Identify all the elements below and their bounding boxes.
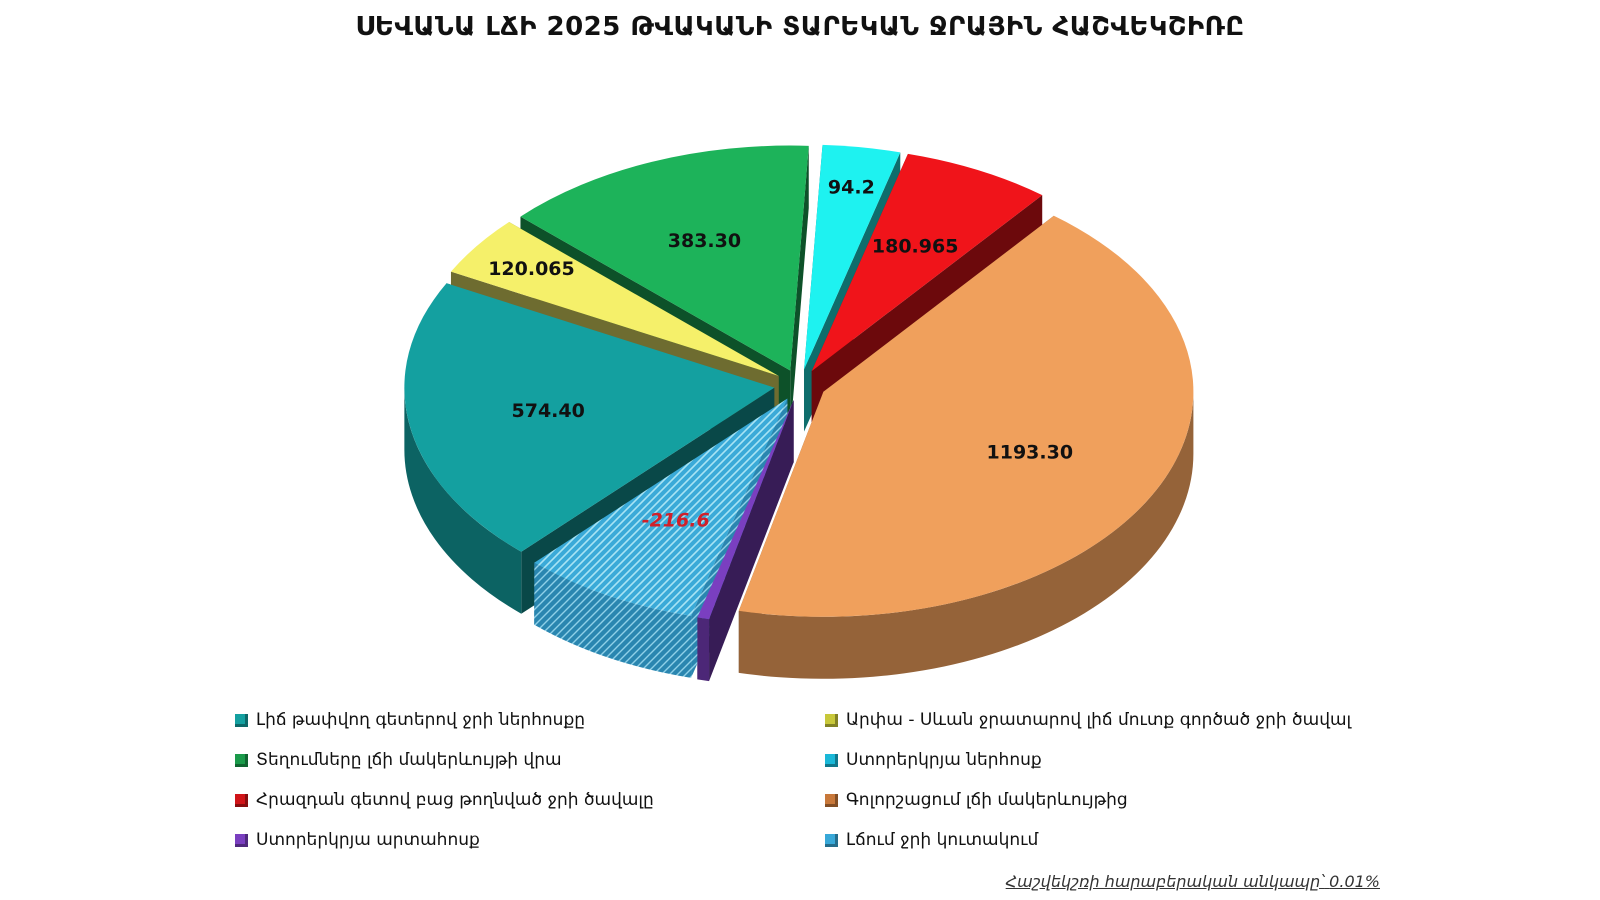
pie-slice (404, 283, 775, 552)
pie-slice-wall (790, 145, 809, 433)
legend-swatch (235, 793, 248, 807)
legend-swatch (825, 833, 838, 847)
pie-slice (534, 398, 788, 616)
pie-slice-side (697, 617, 710, 682)
balance-error-note: Հաշվեկշռի հարաբերական անկապը՝ 0.01% (1006, 872, 1380, 891)
pie-slice-label: 120.065 (488, 258, 575, 280)
chart-title: ՍԵՎԱՆԱ ԼՃԻ 2025 ԹՎԱԿԱՆԻ ՏԱՐԵԿԱՆ ՋՐԱՅԻՆ Հ… (355, 12, 1245, 42)
legend-label: Գոլորշացում լճի մակերևույթից (846, 790, 1128, 810)
legend-item: Լիճ թափվող գետերով ջրի ներհոսքը (235, 708, 825, 732)
pie-slice-label: 14.4 (680, 699, 727, 700)
legend-item: Գոլորշացում լճի մակերևույթից (825, 788, 1415, 812)
pie-slice-label: -216.6 (642, 509, 710, 531)
pie-slice (450, 221, 779, 376)
note-value: 0.01% (1329, 872, 1380, 891)
legend-swatch (235, 833, 248, 847)
pie-slice (738, 215, 1194, 617)
pie-slice (520, 145, 809, 371)
pie-slice-side (534, 562, 692, 678)
legend-item: Ստորերկրյա արտահոսք (235, 828, 825, 852)
pie-slice (804, 144, 901, 370)
legend-swatch (825, 793, 838, 807)
legend-swatch (825, 753, 838, 767)
pie-slice-label: 94.2 (828, 176, 875, 198)
legend-item: Հրազդան գետով բաց թողնված ջրի ծավալը (235, 788, 825, 812)
pie-slice (811, 153, 1043, 372)
pie-slice-label: 383.30 (668, 230, 741, 252)
pie-slice (697, 400, 794, 620)
pie-slice-label: 1193.30 (987, 442, 1074, 464)
legend-swatch (235, 753, 248, 767)
pie-slice-wall (709, 400, 794, 682)
pie-chart: 94.2 180.965 1193.30 14.4 -216.6 574.40 120.06… (404, 144, 1194, 700)
legend-label: Լճում ջրի կուտակում (846, 830, 1039, 850)
pie-slice-side (738, 391, 1194, 679)
legend-item: Տեղումները լճի մակերևույթի վրա (235, 748, 825, 772)
legend-item: Արփա - Սևան ջրատարով լիճ մուտք գործած ջր… (825, 708, 1415, 732)
legend-swatch (825, 713, 838, 727)
legend-swatch (235, 713, 248, 727)
pie-slice-label: 180.965 (872, 236, 959, 258)
note-text: Հաշվեկշռի հարաբերական անկապը՝ (1005, 872, 1325, 891)
legend-label: Ստորերկրյա արտահոսք (256, 830, 480, 850)
legend-label: Ստորերկրյա ներհոսք (846, 750, 1042, 770)
pie-slice-side (404, 387, 522, 614)
pie-slice-label: 574.40 (512, 400, 585, 422)
legend-item: Ստորերկրյա ներհոսք (825, 748, 1415, 772)
legend-label: Լիճ թափվող գետերով ջրի ներհոսքը (256, 710, 586, 730)
legend: Լիճ թափվող գետերով ջրի ներհոսքը Արփա - Սև… (235, 708, 1415, 852)
legend-item: Լճում ջրի կուտակում (825, 828, 1415, 852)
legend-label: Տեղումները լճի մակերևույթի վրա (256, 750, 562, 770)
legend-label: Հրազդան գետով բաց թողնված ջրի ծավալը (256, 790, 654, 810)
legend-label: Արփա - Սևան ջրատարով լիճ մուտք գործած ջր… (846, 710, 1352, 730)
